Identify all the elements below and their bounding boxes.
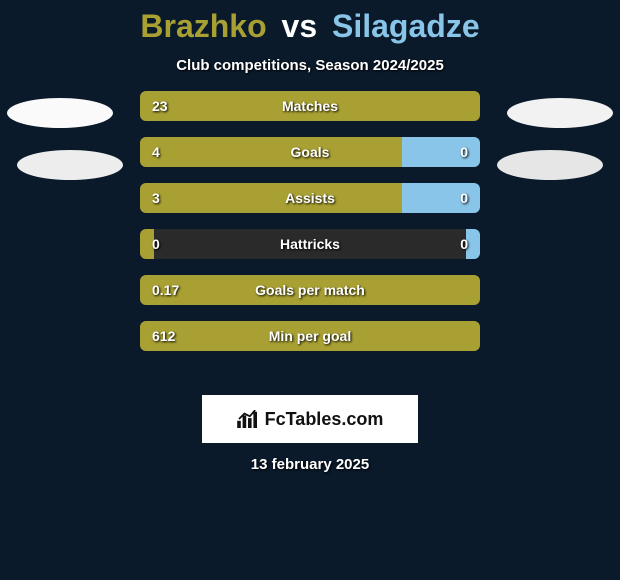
stat-row: 612Min per goal [140,321,480,351]
stat-label: Goals [140,137,480,167]
player2-club-placeholder [497,150,603,180]
stat-row: 30Assists [140,183,480,213]
player2-avatar-placeholder [507,98,613,128]
stat-label: Assists [140,183,480,213]
stat-row: 40Goals [140,137,480,167]
bar-chart-icon [237,410,259,428]
brand-box: FcTables.com [202,395,418,443]
stat-label: Matches [140,91,480,121]
date-label: 13 february 2025 [0,456,620,473]
stat-label: Hattricks [140,229,480,259]
player2-name: Silagadze [332,8,480,44]
subtitle: Club competitions, Season 2024/2025 [0,57,620,74]
player1-name: Brazhko [140,8,266,44]
stat-label: Min per goal [140,321,480,351]
stat-rows: 23Matches 40Goals 30Assists 00Hattricks 0.17… [140,91,480,367]
stat-row: 0.17Goals per match [140,275,480,305]
stat-row: 23Matches [140,91,480,121]
stat-row: 00Hattricks [140,229,480,259]
stat-label: Goals per match [140,275,480,305]
brand-text: FcTables.com [265,409,384,430]
player1-club-placeholder [17,150,123,180]
page-title: Brazhko vs Silagadze [0,8,620,45]
comparison-infographic: Brazhko vs Silagadze Club competitions, … [0,0,620,580]
player1-avatar-placeholder [7,98,113,128]
vs-label: vs [282,8,318,44]
